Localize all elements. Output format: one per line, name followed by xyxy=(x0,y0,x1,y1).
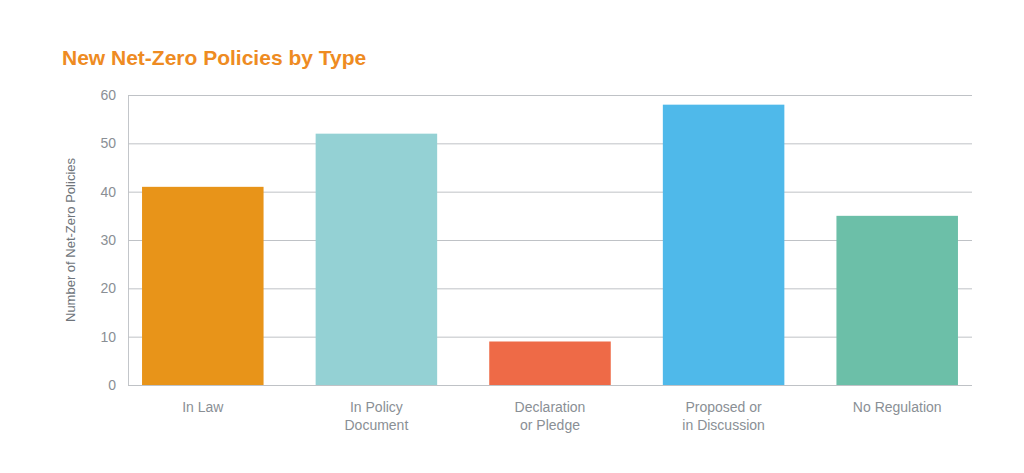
chart-title: New Net-Zero Policies by Type xyxy=(62,46,366,69)
bars xyxy=(142,105,958,385)
y-tick-label: 50 xyxy=(100,135,116,151)
grid-line xyxy=(128,95,972,96)
x-tick: Proposed or in Discussion xyxy=(682,385,764,433)
y-tick: 50 xyxy=(100,135,972,151)
y-tick: 60 xyxy=(100,87,972,103)
bar xyxy=(142,187,264,385)
y-tick-label: 0 xyxy=(108,377,116,393)
x-tick-label-line: in Discussion xyxy=(682,417,764,433)
y-axis: 0 10 20 30 40 50 60 xyxy=(100,87,972,393)
chart-container: New Net-Zero Policies by Type Number of N… xyxy=(0,0,1024,473)
bar xyxy=(316,134,438,385)
x-tick: Declaration or Pledge xyxy=(515,385,586,433)
x-tick-label: Proposed or in Discussion xyxy=(682,399,764,433)
grid-line xyxy=(128,385,972,386)
x-tick-label: In Policy Document xyxy=(344,399,408,433)
bar xyxy=(663,105,785,385)
chart-svg: New Net-Zero Policies by Type Number of N… xyxy=(0,0,1024,473)
x-tick: In Law xyxy=(182,385,224,415)
x-tick-label-line: Declaration xyxy=(515,399,586,415)
x-tick-label-line: Proposed or xyxy=(685,399,762,415)
x-tick-label-line: In Law xyxy=(182,399,224,415)
x-tick-label: No Regulation xyxy=(853,399,942,415)
y-axis-title: Number of Net-Zero Policies xyxy=(63,158,78,322)
x-axis: In Law In Policy Document Declaration or Ple… xyxy=(182,385,941,433)
x-tick-label-line: or Pledge xyxy=(520,417,580,433)
x-tick: No Regulation xyxy=(853,385,942,415)
grid-line xyxy=(128,143,972,144)
x-tick-label: Declaration or Pledge xyxy=(515,399,586,433)
y-tick-label: 40 xyxy=(100,184,116,200)
x-tick-label-line: No Regulation xyxy=(853,399,942,415)
x-tick: In Policy Document xyxy=(344,385,408,433)
x-tick-label-line: Document xyxy=(344,417,408,433)
x-tick-label-line: In Policy xyxy=(350,399,403,415)
bar xyxy=(489,342,611,386)
bar xyxy=(836,216,958,385)
x-tick-label: In Law xyxy=(182,399,224,415)
y-tick-label: 20 xyxy=(100,280,116,296)
y-tick-label: 10 xyxy=(100,329,116,345)
y-tick-label: 60 xyxy=(100,87,116,103)
y-tick-label: 30 xyxy=(100,232,116,248)
